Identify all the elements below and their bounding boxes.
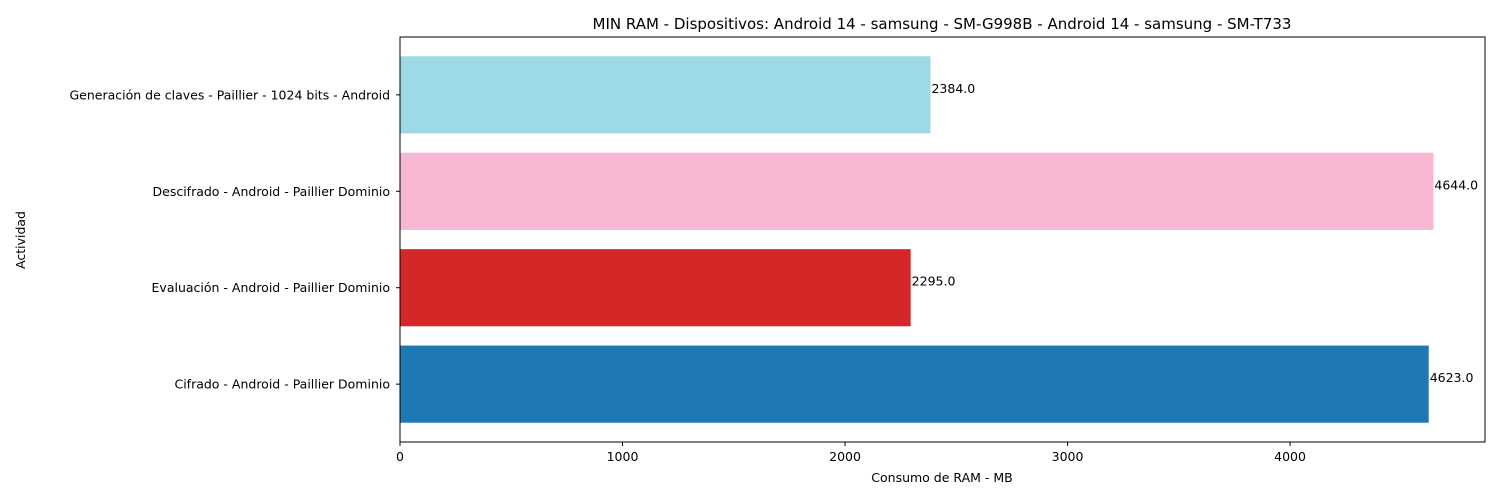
- plot-frame: [399, 36, 1486, 443]
- bar-value-label: 4644.0: [1434, 177, 1478, 192]
- x-tick-label: 3000: [1052, 449, 1084, 464]
- y-tick-label: Cifrado - Android - Paillier Dominio: [174, 377, 390, 392]
- x-axis-label: Consumo de RAM - MB: [871, 470, 1012, 485]
- bar-value-label: 4623.0: [1430, 370, 1474, 385]
- y-tick-label: Descifrado - Android - Paillier Dominio: [153, 184, 391, 199]
- bar: [400, 56, 931, 134]
- y-tick-label: Generación de claves - Paillier - 1024 b…: [69, 87, 390, 102]
- bar: [400, 152, 1434, 230]
- bar: [400, 249, 911, 327]
- x-tick-label: 1000: [607, 449, 639, 464]
- value-labels-group: 4623.0 2295.0 4644.0 2384.0: [912, 81, 1478, 385]
- bar-value-label: 2295.0: [912, 274, 956, 289]
- bars-group: [400, 56, 1434, 423]
- chart-title: MIN RAM - Dispositivos: Android 14 - sam…: [593, 15, 1292, 33]
- y-tick-label: Evaluación - Android - Paillier Dominio: [152, 280, 390, 295]
- x-tick-label: 2000: [829, 449, 861, 464]
- bar: [400, 345, 1429, 423]
- x-tick-label: 0: [396, 449, 404, 464]
- x-tick-label: 4000: [1274, 449, 1306, 464]
- y-axis-ticks: Cifrado - Android - Paillier Dominio Eval…: [69, 87, 400, 392]
- bar-value-label: 2384.0: [931, 81, 975, 96]
- y-axis-label: Actividad: [13, 211, 28, 269]
- x-axis-ticks: 0 1000 2000 3000 4000: [396, 442, 1306, 464]
